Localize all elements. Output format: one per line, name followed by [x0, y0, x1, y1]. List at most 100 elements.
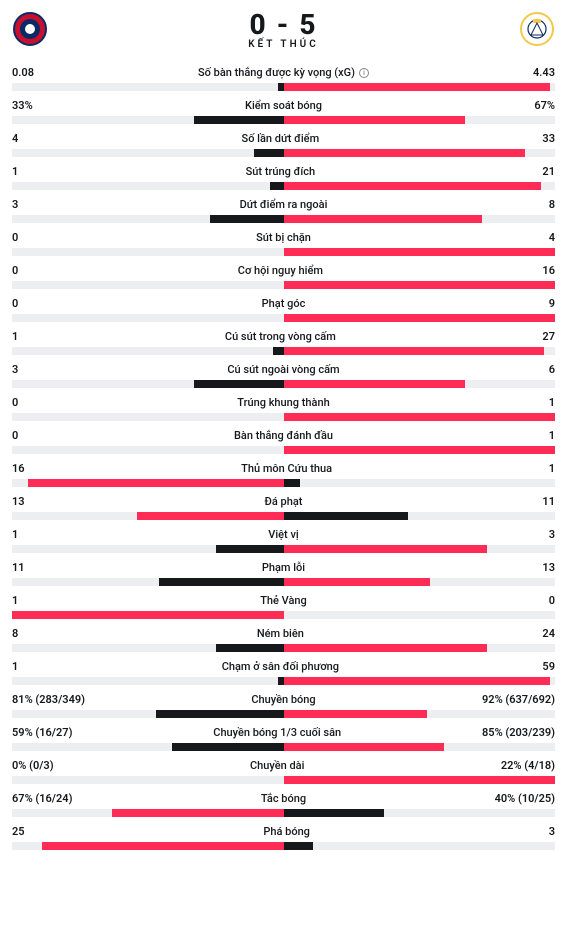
bar-home-fill — [28, 479, 283, 487]
stat-name-text: Dứt điểm ra ngoài — [240, 198, 328, 211]
bar-home-half — [12, 842, 284, 850]
stat-name-text: Cơ hội nguy hiểm — [238, 264, 323, 277]
bar-home-half — [12, 314, 284, 322]
stat-name-text: Trúng khung thành — [237, 396, 329, 409]
stat-row: 1Thẻ Vàng0 — [12, 594, 555, 619]
stat-labels: 0% (0/3)Chuyền dài22% (4/18) — [12, 759, 555, 772]
stat-home-value: 0% (0/3) — [12, 759, 54, 772]
stat-labels: 25Phá bóng3 — [12, 825, 555, 838]
stat-labels: 3Dứt điểm ra ngoài8 — [12, 198, 555, 211]
bar-home-half — [12, 644, 284, 652]
bar-away-half — [284, 182, 556, 190]
stat-row: 1Việt vị3 — [12, 528, 555, 553]
stat-away-value: 40% (10/25) — [495, 792, 555, 805]
bar-away-fill — [284, 479, 300, 487]
stat-home-value: 25 — [12, 825, 25, 838]
stat-row: 1Sút trúng đích21 — [12, 165, 555, 190]
stat-home-value: 33% — [12, 99, 33, 112]
stat-row: 4Số lần dứt điểm33 — [12, 132, 555, 157]
stat-home-value: 11 — [12, 561, 25, 574]
stat-bar — [12, 347, 555, 355]
stat-away-value: 6 — [549, 363, 555, 376]
stat-away-value: 4 — [549, 231, 555, 244]
score-sep: - — [268, 8, 300, 41]
info-icon[interactable]: i — [359, 68, 369, 78]
bar-away-half — [284, 611, 556, 619]
stat-bar — [12, 248, 555, 256]
bar-away-half — [284, 545, 556, 553]
bar-away-fill — [284, 314, 556, 322]
bar-away-half — [284, 446, 556, 454]
stat-away-value: 24 — [542, 627, 555, 640]
stat-name: Việt vị — [18, 528, 548, 541]
bar-away-half — [284, 116, 556, 124]
stat-bar — [12, 644, 555, 652]
bar-home-fill — [172, 743, 283, 751]
stat-name: Chạm ở sân đối phương — [18, 660, 542, 673]
stat-name: Trúng khung thành — [18, 396, 548, 409]
bar-home-half — [12, 512, 284, 520]
bar-away-half — [284, 743, 556, 751]
stat-away-value: 3 — [549, 528, 555, 541]
bar-away-half — [284, 809, 556, 817]
bar-home-half — [12, 446, 284, 454]
stat-labels: 4Số lần dứt điểm33 — [12, 132, 555, 145]
stat-name-text: Sút trúng đích — [246, 165, 315, 178]
bar-away-fill — [284, 116, 466, 124]
bar-away-half — [284, 644, 556, 652]
stat-row: 33%Kiểm soát bóng67% — [12, 99, 555, 124]
bar-home-half — [12, 776, 284, 784]
stat-row: 0.08Số bàn thắng được kỳ vọng (xG)i4.43 — [12, 66, 555, 91]
bar-away-fill — [284, 149, 526, 157]
bar-away-fill — [284, 380, 466, 388]
stat-name: Phạm lỗi — [25, 561, 543, 574]
stat-bar — [12, 281, 555, 289]
bar-away-fill — [284, 413, 556, 421]
stat-labels: 8Ném biên24 — [12, 627, 555, 640]
bar-home-fill — [159, 578, 284, 586]
bar-away-half — [284, 677, 556, 685]
stat-labels: 0Sút bị chặn4 — [12, 231, 555, 244]
stat-row: 0Trúng khung thành1 — [12, 396, 555, 421]
stat-home-value: 13 — [12, 495, 25, 508]
stat-labels: 1Việt vị3 — [12, 528, 555, 541]
stat-name-text: Thẻ Vàng — [260, 594, 307, 607]
bar-away-fill — [284, 182, 542, 190]
bar-home-half — [12, 182, 284, 190]
stat-labels: 59% (16/27)Chuyền bóng 1/3 cuối sân85% (… — [12, 726, 555, 739]
stat-labels: 0Trúng khung thành1 — [12, 396, 555, 409]
bar-away-fill — [284, 578, 431, 586]
stat-bar — [12, 182, 555, 190]
bar-away-fill — [284, 743, 444, 751]
stat-row: 1Chạm ở sân đối phương59 — [12, 660, 555, 685]
stat-bar — [12, 83, 555, 91]
bar-home-half — [12, 116, 284, 124]
bar-away-fill — [284, 347, 545, 355]
stat-away-value: 1 — [549, 462, 555, 475]
bar-away-half — [284, 413, 556, 421]
stat-away-value: 13 — [542, 561, 555, 574]
stat-bar — [12, 545, 555, 553]
stat-labels: 0Phạt góc9 — [12, 297, 555, 310]
bar-home-fill — [273, 347, 284, 355]
stat-bar — [12, 215, 555, 223]
stat-bar — [12, 578, 555, 586]
stat-name-text: Phạm lỗi — [262, 561, 305, 574]
bar-home-fill — [194, 380, 284, 388]
bar-away-fill — [284, 710, 428, 718]
stat-row: 0Phạt góc9 — [12, 297, 555, 322]
stat-name: Thủ môn Cứu thua — [25, 462, 549, 475]
bar-home-half — [12, 83, 284, 91]
bar-home-half — [12, 677, 284, 685]
stat-row: 25Phá bóng3 — [12, 825, 555, 850]
stat-name: Phạt góc — [18, 297, 548, 310]
stat-bar — [12, 710, 555, 718]
stat-name-text: Số lần dứt điểm — [242, 132, 320, 145]
stat-name: Phá bóng — [25, 825, 549, 838]
bar-away-fill — [284, 215, 482, 223]
stat-away-value: 27 — [542, 330, 555, 343]
away-team-badge — [519, 11, 555, 47]
bar-away-half — [284, 842, 556, 850]
bar-home-half — [12, 413, 284, 421]
bar-away-half — [284, 281, 556, 289]
